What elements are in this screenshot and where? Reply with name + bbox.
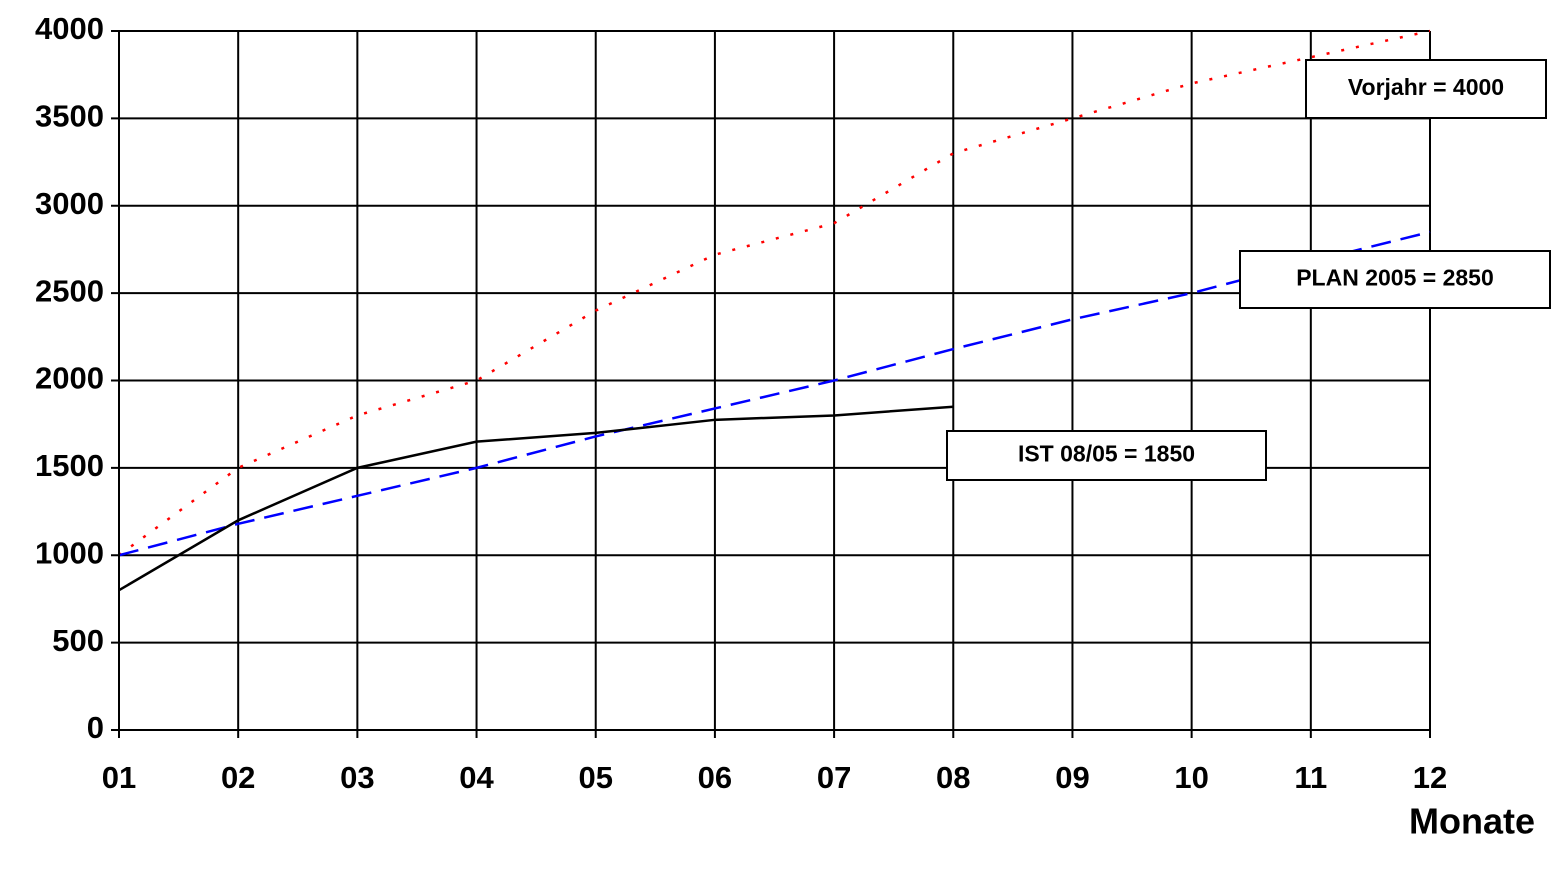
series-line xyxy=(118,230,1431,557)
x-tick-label: 04 xyxy=(459,760,494,795)
x-tick-label: 03 xyxy=(340,760,374,795)
annotation-box xyxy=(946,430,1267,481)
series-line xyxy=(118,29,1431,557)
y-tick-label: 1000 xyxy=(35,535,104,570)
annotation-box xyxy=(1239,250,1551,309)
x-tick-label: 06 xyxy=(698,760,732,795)
series-annotation: IST 08/05 = 1850 xyxy=(1018,441,1195,467)
x-tick-label: 05 xyxy=(578,760,612,795)
series-annotation: PLAN 2005 = 2850 xyxy=(1296,265,1494,291)
y-tick-label: 4000 xyxy=(35,11,104,46)
y-tick-label: 3000 xyxy=(35,186,104,221)
y-tick-label: 500 xyxy=(52,623,104,658)
y-tick-label: 2500 xyxy=(35,273,104,308)
x-tick-label: 08 xyxy=(936,760,970,795)
x-tick-label: 10 xyxy=(1174,760,1208,795)
x-tick-label: 01 xyxy=(102,760,136,795)
y-tick-label: 2000 xyxy=(35,361,104,396)
y-tick-label: 3500 xyxy=(35,99,104,134)
y-tick-label: 0 xyxy=(87,710,104,745)
x-tick-label: 07 xyxy=(817,760,851,795)
annotation-box xyxy=(1305,59,1547,119)
x-axis-title: Monate xyxy=(1409,801,1535,842)
series-annotation: Vorjahr = 4000 xyxy=(1348,74,1504,100)
y-tick-label: 1500 xyxy=(35,448,104,483)
x-tick-label: 02 xyxy=(221,760,255,795)
series-line xyxy=(118,405,954,592)
x-tick-label: 11 xyxy=(1294,760,1327,795)
x-tick-label: 12 xyxy=(1413,760,1447,795)
x-tick-label: 09 xyxy=(1055,760,1089,795)
